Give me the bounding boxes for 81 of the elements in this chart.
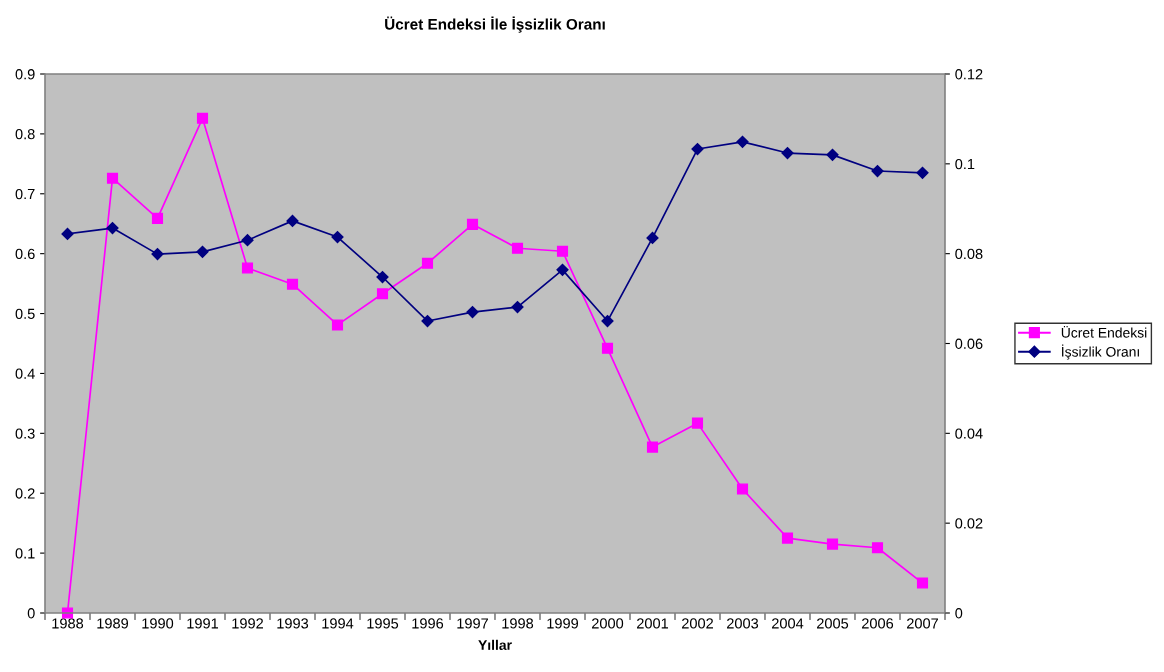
point [196,245,209,258]
point [736,483,749,495]
chart-title: Ücret Endeksi İle İşsizlik Oranı [385,16,605,33]
point [286,214,299,227]
point [646,441,659,453]
y-tick-label: 0.3 [15,428,35,439]
x-tick-label: 1999 [547,618,579,629]
point [871,542,884,554]
point [556,245,569,257]
x-tick-label: 1996 [412,618,444,629]
y2-tick-label: 0.06 [955,338,983,349]
point [61,607,74,619]
legend-label: Ücret Endeksi [1061,325,1147,338]
x-tick-label: 2001 [637,618,669,629]
x-tick-label: 2002 [682,618,713,629]
y2-tick-label: 0.1 [955,158,975,170]
point [376,270,389,284]
x-tick-label: 2003 [727,618,759,629]
point [781,146,794,160]
point [511,242,524,254]
x-tick-label: 1990 [142,618,174,629]
point [601,314,614,328]
y-tick-label: 0.2 [15,488,35,499]
point [61,227,74,240]
point [466,305,479,319]
point [151,248,164,261]
x-tick-label: 2007 [907,618,938,629]
point [106,221,119,235]
point [781,532,794,544]
x-tick-label: 2006 [862,618,894,629]
x-tick-label: 1994 [322,618,354,629]
point [421,257,434,269]
y-tick-label: 0.9 [15,69,35,80]
point [196,112,209,124]
point [151,212,164,224]
x-tick-label: 1998 [502,618,534,629]
x-tick-label: 1992 [232,618,263,629]
y-tick-label: 0.7 [15,188,35,200]
point [826,148,839,161]
point [736,135,749,148]
point [601,342,614,354]
legend-label: İşsizlik Oranı [1062,344,1139,360]
point [871,164,884,178]
point [646,231,659,245]
point [106,172,119,184]
point [691,142,704,156]
point [241,234,254,247]
y-tick-label: 0.5 [15,308,35,319]
y2-tick-label: 0.04 [955,428,983,439]
y-tick-label: 0.6 [15,248,35,260]
point [286,278,299,290]
point [556,263,569,276]
point [916,166,929,179]
point [331,230,344,244]
point [421,314,434,328]
x-tick-label: 2005 [817,618,849,629]
y2-tick-label: 0.12 [955,69,983,80]
x-tick-label: 1995 [367,618,399,629]
point [511,301,524,314]
point [376,288,389,300]
x-tick-label: 1988 [52,618,84,629]
x-tick-label: 1991 [187,618,219,629]
x-axis-title: Yıllar [478,639,512,650]
y-tick-label: 0.8 [15,128,35,140]
point [826,538,839,550]
point [916,577,929,589]
point [331,319,344,331]
x-tick-label: 1993 [277,618,309,629]
y-tick-label: 0.4 [15,368,35,379]
point [691,417,704,429]
y-tick-label: 0.1 [15,548,35,559]
point [241,262,254,274]
x-tick-label: 1997 [457,618,488,629]
y2-tick-label: 0 [955,608,963,619]
y-tick-label: 0 [27,608,35,619]
x-tick-label: 2004 [772,618,804,629]
x-tick-label: 2000 [592,618,624,629]
x-tick-label: 1989 [97,618,129,629]
point [466,218,479,230]
y2-tick-label: 0.02 [955,518,983,529]
y2-tick-label: 0.08 [955,248,983,260]
